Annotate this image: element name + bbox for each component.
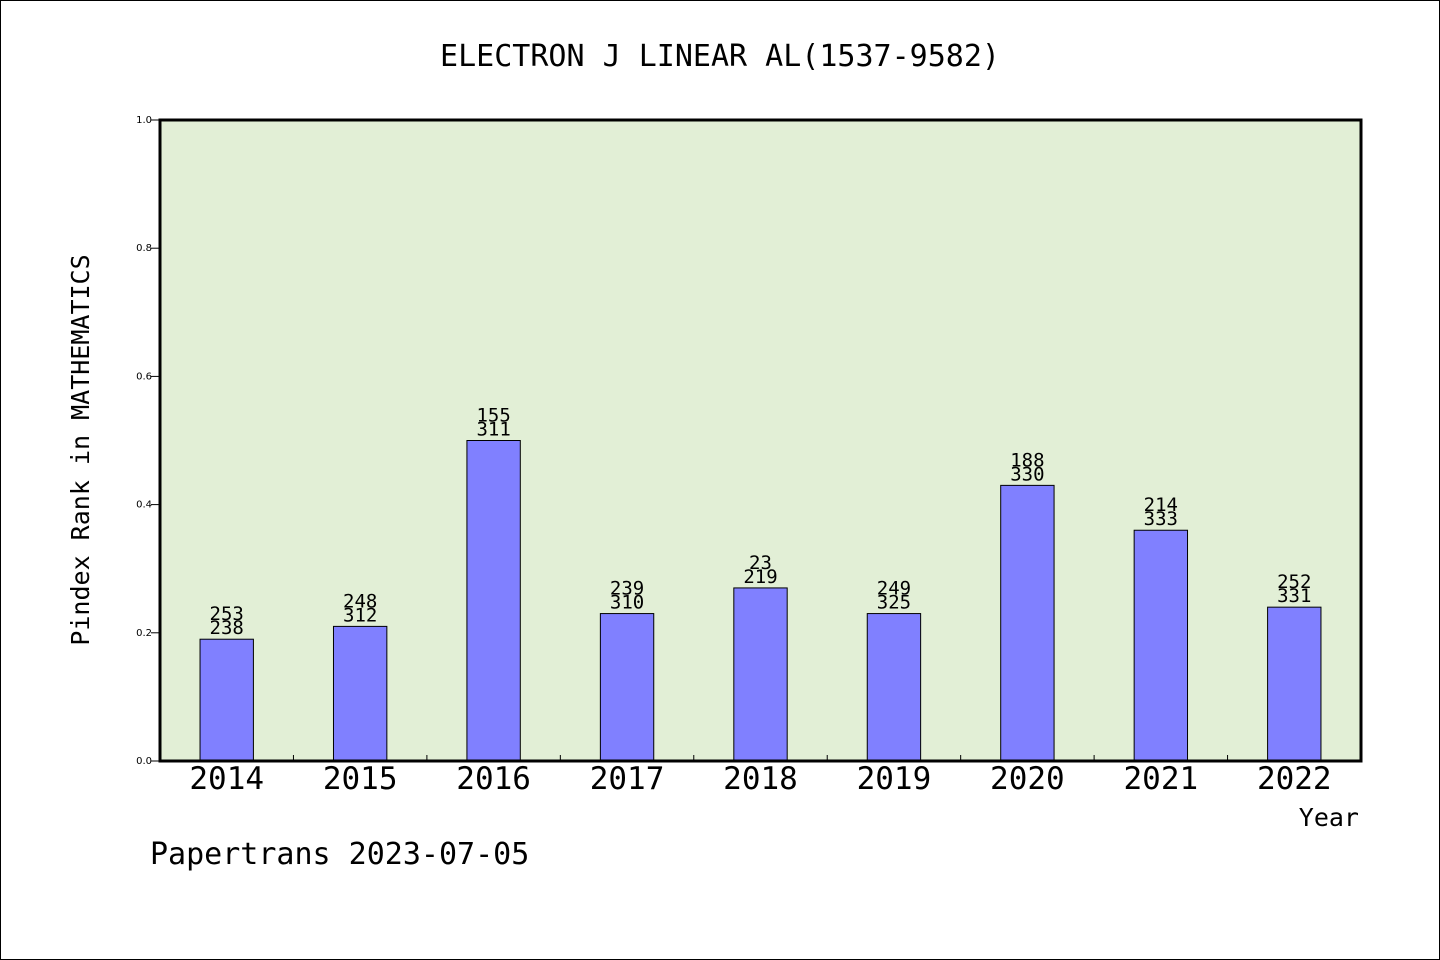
- data-label-top: 248: [343, 590, 377, 612]
- y-axis-label: Pindex Rank in MATHEMATICS: [66, 254, 95, 645]
- footer-text: Papertrans 2023-07-05: [150, 837, 529, 872]
- bar: [599, 613, 655, 762]
- y-tick-label: 0.6: [136, 371, 152, 382]
- bar: [332, 625, 388, 762]
- x-tick-label: 2014: [189, 761, 264, 797]
- x-tick-label: 2016: [456, 761, 531, 797]
- data-labels: 2532382483121553112393102321924932518833…: [210, 405, 1312, 640]
- data-label-top: 239: [610, 578, 644, 600]
- y-tick-label: 0.0: [136, 756, 152, 767]
- x-tick-label: 2017: [590, 761, 665, 797]
- x-tick-label: 2019: [857, 761, 932, 797]
- data-label-top: 253: [210, 603, 244, 625]
- data-label-bottom: 219: [743, 566, 777, 588]
- y-tick-label: 0.2: [136, 628, 152, 639]
- data-label-bottom: 311: [476, 419, 510, 441]
- bar: [733, 587, 788, 762]
- data-label-bottom: 312: [343, 604, 377, 626]
- x-axis-label: Year: [1299, 803, 1359, 832]
- data-label-bottom: 331: [1277, 585, 1311, 607]
- chart-title: ELECTRON J LINEAR AL(1537-9582): [440, 39, 1000, 74]
- bar: [1133, 529, 1189, 762]
- x-tick-label: 2021: [1124, 761, 1199, 797]
- bar: [199, 638, 254, 762]
- y-tick-label: 0.4: [136, 500, 152, 511]
- x-axis: 2014 2015 2016 2017 2018 2019 2020 2021 2022: [189, 755, 1332, 797]
- bar: [1267, 606, 1322, 762]
- data-label-top: 249: [877, 578, 911, 600]
- plot-border: [158, 118, 1363, 763]
- data-label-bottom: 330: [1010, 463, 1044, 485]
- x-tick-label: 2018: [723, 761, 798, 797]
- bar-series: [199, 440, 1322, 762]
- x-tick-label: 2020: [990, 761, 1065, 797]
- data-label-bottom: 333: [1144, 508, 1178, 530]
- y-tick-label: 0.8: [136, 243, 152, 254]
- data-label-top: 188: [1010, 449, 1044, 471]
- data-label-bottom: 310: [610, 592, 644, 614]
- bar: [1000, 484, 1055, 762]
- data-label-top: 214: [1144, 494, 1178, 516]
- x-tick-label: 2015: [323, 761, 398, 797]
- bar: [466, 440, 521, 762]
- x-tick-label: 2022: [1257, 761, 1332, 797]
- y-tick-label: 1.0: [136, 115, 152, 126]
- data-label-bottom: 325: [877, 592, 911, 614]
- data-label-top: 155: [476, 405, 510, 427]
- y-axis: 0.0 0.2 0.4 0.6 0.8 1.0: [136, 115, 160, 767]
- data-label-top: 23: [749, 552, 772, 574]
- data-label-top: 252: [1277, 571, 1311, 593]
- data-label-bottom: 238: [210, 617, 244, 639]
- bar: [866, 613, 922, 762]
